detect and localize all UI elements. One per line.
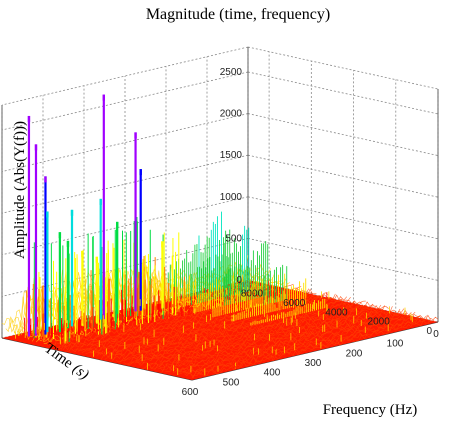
freq-tick-label: 400 xyxy=(264,368,281,379)
time-tick-label: 8000 xyxy=(241,289,264,300)
z-tick-label: 0 xyxy=(236,275,242,286)
z-tick-label: 1500 xyxy=(220,150,243,161)
time-tick-label: 2000 xyxy=(368,317,391,328)
time-tick-label: 4000 xyxy=(325,307,348,318)
z-tick-label: 500 xyxy=(225,233,242,244)
freq-tick-label: 300 xyxy=(305,358,322,369)
surface-ridge xyxy=(150,309,397,370)
surface-ridge xyxy=(127,304,374,366)
tick-layer: 0 500 1000 1500 2000 2500 0 2000 4000 6000 8000 0 10… xyxy=(182,67,440,398)
surface-ridge xyxy=(169,311,416,373)
time-axis-label-unit: (s) xyxy=(69,361,91,383)
grid-line xyxy=(247,238,439,281)
z-tick-label: 2500 xyxy=(220,67,243,78)
grid-line xyxy=(247,113,439,156)
surface-ridge xyxy=(184,314,431,377)
surface-ridge xyxy=(89,293,336,354)
z-tick-label: 2000 xyxy=(220,109,243,120)
surface-ridge xyxy=(100,296,348,360)
grid-line xyxy=(247,71,439,115)
freq-tick-label: 600 xyxy=(182,387,199,398)
freq-tick-label: 500 xyxy=(223,377,240,388)
surface-ridge xyxy=(62,288,310,351)
freq-tick-label: 100 xyxy=(387,339,404,350)
z-axis-label: Amplitude (Abs(Y(f))) xyxy=(12,121,28,259)
surface-ridge xyxy=(176,315,424,376)
surface-ridge xyxy=(81,292,328,354)
surface-ridge xyxy=(142,306,389,369)
frequency-axis-label: Frequency (Hz) xyxy=(323,402,418,418)
freq-tick-label: 0 xyxy=(433,329,439,340)
surface-ridge xyxy=(153,308,401,370)
data-layer xyxy=(1,94,439,380)
time-tick-label: 0 xyxy=(426,326,432,337)
grid-line xyxy=(1,113,249,172)
surface-ridge xyxy=(115,300,363,363)
surface-ridge xyxy=(111,301,359,362)
surface-ridge xyxy=(188,318,435,379)
surface-ridge xyxy=(172,313,420,373)
grid-line xyxy=(247,46,439,90)
surface-ridge xyxy=(85,294,332,354)
grid-line xyxy=(247,154,439,198)
z-tick-label: 1000 xyxy=(220,192,243,203)
time-tick-label: 6000 xyxy=(283,298,306,309)
chart-title: Magnitude (time, frequency) xyxy=(146,6,330,23)
freq-tick-label: 200 xyxy=(346,348,363,359)
grid-line xyxy=(247,196,439,240)
surface-ridge xyxy=(191,316,439,378)
